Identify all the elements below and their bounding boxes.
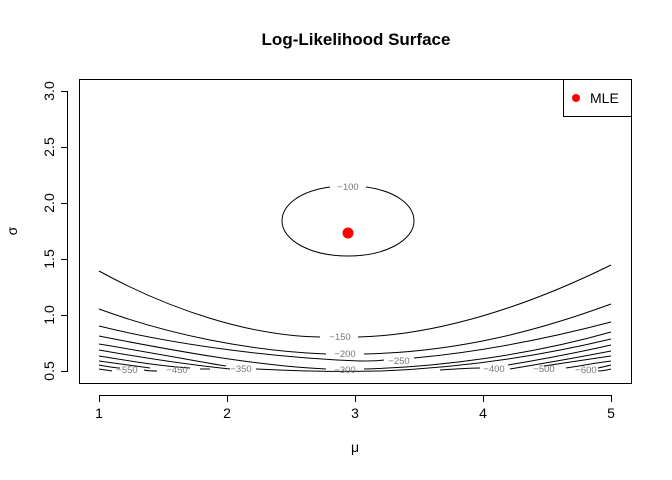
- legend-mle-marker-icon: [572, 94, 580, 102]
- x-tick-label: 1: [95, 405, 103, 421]
- contour-minus-500: [98, 355, 612, 369]
- x-axis: 1 2 3 4 5 μ: [95, 395, 615, 455]
- contour-minus-300: [98, 331, 612, 370]
- contour-label: −200: [334, 349, 355, 360]
- mle-point: [342, 227, 354, 239]
- y-axis-label: σ: [4, 226, 20, 235]
- contour-minus-600: [98, 364, 612, 372]
- x-axis-label: μ: [351, 439, 359, 455]
- contour-minus-100: [281, 186, 415, 257]
- y-tick-label: 3.0: [41, 81, 57, 101]
- y-tick-label: 0.5: [41, 361, 57, 381]
- contour-label: −600: [575, 365, 596, 376]
- x-tick-label: 3: [351, 405, 359, 421]
- legend-label-mle: MLE: [590, 90, 619, 106]
- plot-frame: [79, 79, 632, 384]
- y-tick-label: 2.5: [41, 137, 57, 157]
- contour-label: −100: [337, 182, 358, 193]
- contour-label: −400: [483, 364, 504, 375]
- x-tick-label: 5: [607, 405, 615, 421]
- contour-lines: [98, 186, 612, 372]
- legend-box: [563, 79, 632, 117]
- contour-minus-400: [98, 344, 612, 371]
- contour-minus-550: [98, 360, 612, 372]
- y-axis: 3.0 2.5 2.0 1.5 1.0 0.5 σ: [4, 81, 68, 381]
- y-tick-label: 2.0: [41, 193, 57, 213]
- contour-label: −150: [329, 332, 350, 343]
- contour-label: −250: [388, 356, 409, 367]
- contour-label: −300: [334, 365, 355, 376]
- chart-title: Log-Likelihood Surface: [261, 30, 451, 49]
- contour-labels: −100 −150 −200 −250 −300 −350 −400 −450 …: [116, 182, 596, 376]
- y-tick-label: 1.5: [41, 249, 57, 269]
- legend: MLE: [563, 79, 632, 117]
- contour-label: −450: [166, 365, 187, 376]
- y-tick-label: 1.0: [41, 305, 57, 325]
- contour-label: −550: [116, 365, 137, 376]
- contour-minus-350: [98, 338, 612, 372]
- contour-minus-250: [98, 321, 612, 362]
- x-tick-label: 4: [479, 405, 487, 421]
- x-tick-label: 2: [223, 405, 231, 421]
- contour-minus-150: [98, 264, 612, 338]
- contour-label: −500: [533, 364, 554, 375]
- contour-label: −350: [230, 364, 251, 375]
- contour-minus-200: [98, 303, 612, 355]
- contour-minus-450: [98, 350, 612, 370]
